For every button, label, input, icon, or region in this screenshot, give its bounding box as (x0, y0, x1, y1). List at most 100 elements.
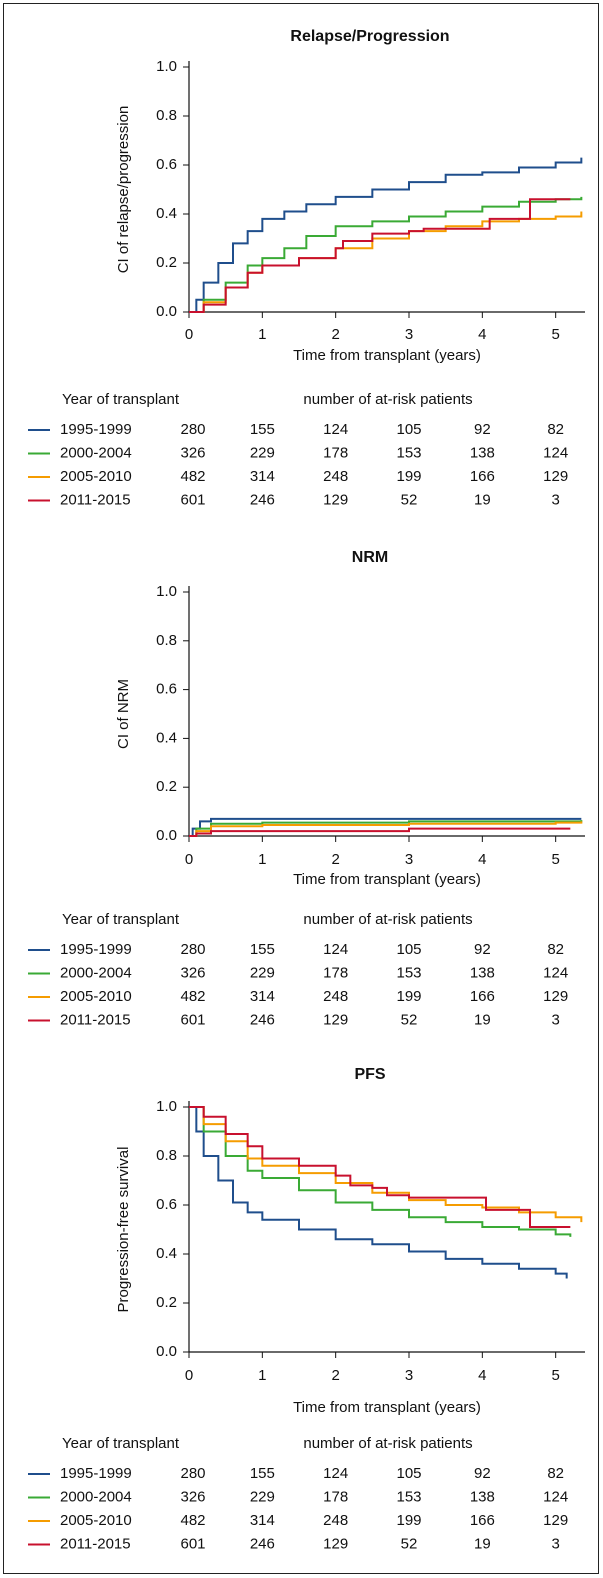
at-risk-count: 124 (543, 964, 568, 981)
at-risk-count: 92 (474, 421, 491, 438)
at-risk-count: 280 (180, 421, 205, 438)
x-tick-label: 3 (405, 326, 413, 343)
at-risk-count: 153 (396, 1488, 421, 1505)
at-risk-count: 52 (401, 1011, 418, 1028)
at-risk-count: 82 (547, 421, 564, 438)
y-tick-label: 1.0 (156, 583, 177, 600)
x-tick-label: 5 (551, 326, 559, 343)
at-risk-count: 105 (396, 421, 421, 438)
at-risk-count: 19 (474, 491, 491, 508)
y-tick-label: 0.8 (156, 632, 177, 649)
chart-title: PFS (354, 1066, 385, 1083)
at-risk-count: 314 (250, 468, 275, 485)
x-axis-label: Time from transplant (years) (293, 1399, 481, 1416)
risk-table-label: Year of transplant (62, 391, 180, 408)
at-risk-count: 153 (396, 444, 421, 461)
at-risk-count: 19 (474, 1011, 491, 1028)
at-risk-count: 155 (250, 941, 275, 958)
x-axis-label: Time from transplant (years) (293, 871, 481, 888)
legend-label: 2005-2010 (60, 468, 132, 485)
risk-table-title: number of at-risk patients (303, 911, 472, 928)
at-risk-count: 82 (547, 1465, 564, 1482)
at-risk-count: 3 (551, 1011, 559, 1028)
y-tick-label: 0.8 (156, 1147, 177, 1164)
at-risk-count: 326 (180, 444, 205, 461)
at-risk-count: 52 (401, 1535, 418, 1552)
at-risk-count: 92 (474, 1465, 491, 1482)
x-tick-label: 0 (185, 851, 193, 868)
legend-label: 2011-2015 (60, 491, 131, 508)
at-risk-count: 124 (543, 1488, 568, 1505)
at-risk-count: 482 (180, 468, 205, 485)
risk-table-title: number of at-risk patients (303, 1435, 472, 1452)
at-risk-count: 246 (250, 1535, 275, 1552)
at-risk-count: 246 (250, 491, 275, 508)
curve (189, 198, 571, 313)
risk-table-label: Year of transplant (62, 911, 180, 928)
x-tick-label: 2 (331, 1367, 339, 1384)
at-risk-count: 229 (250, 964, 275, 981)
at-risk-count: 229 (250, 1488, 275, 1505)
at-risk-count: 166 (470, 988, 495, 1005)
at-risk-count: 105 (396, 1465, 421, 1482)
at-risk-count: 482 (180, 988, 205, 1005)
x-tick-label: 4 (478, 1367, 486, 1384)
at-risk-count: 246 (250, 1011, 275, 1028)
at-risk-count: 124 (323, 941, 348, 958)
at-risk-count: 129 (323, 491, 348, 508)
curve (189, 211, 583, 313)
at-risk-count: 155 (250, 1465, 275, 1482)
x-tick-label: 0 (185, 326, 193, 343)
x-tick-label: 5 (551, 1367, 559, 1384)
at-risk-count: 178 (323, 1488, 348, 1505)
chart-title: Relapse/Progression (290, 28, 449, 45)
at-risk-count: 3 (551, 491, 559, 508)
at-risk-count: 229 (250, 444, 275, 461)
curve (189, 817, 582, 837)
y-axis-label: CI of relapse/progression (115, 106, 132, 274)
at-risk-count: 129 (543, 1512, 568, 1529)
y-tick-label: 0.2 (156, 778, 177, 795)
x-tick-label: 4 (478, 851, 486, 868)
curve (189, 196, 583, 313)
y-tick-label: 0.8 (156, 107, 177, 124)
legend-label: 2011-2015 (60, 1011, 131, 1028)
at-risk-count: 280 (180, 941, 205, 958)
x-tick-label: 2 (331, 326, 339, 343)
chart-title: NRM (352, 549, 388, 566)
at-risk-count: 52 (401, 491, 418, 508)
y-tick-label: 1.0 (156, 1098, 177, 1115)
at-risk-count: 129 (323, 1011, 348, 1028)
at-risk-count: 166 (470, 1512, 495, 1529)
at-risk-count: 19 (474, 1535, 491, 1552)
risk-table-title: number of at-risk patients (303, 391, 472, 408)
at-risk-count: 280 (180, 1465, 205, 1482)
at-risk-count: 166 (470, 468, 495, 485)
at-risk-count: 199 (396, 468, 421, 485)
x-tick-label: 4 (478, 326, 486, 343)
y-tick-label: 1.0 (156, 58, 177, 75)
y-tick-label: 0.4 (156, 1245, 177, 1262)
at-risk-count: 248 (323, 988, 348, 1005)
curve (189, 1106, 568, 1279)
y-tick-label: 0.0 (156, 303, 177, 320)
at-risk-count: 482 (180, 1512, 205, 1529)
x-tick-label: 1 (258, 326, 266, 343)
at-risk-count: 178 (323, 964, 348, 981)
x-tick-label: 2 (331, 851, 339, 868)
at-risk-count: 138 (470, 1488, 495, 1505)
x-tick-label: 0 (185, 1367, 193, 1384)
frame (3, 3, 599, 1574)
y-tick-label: 0.2 (156, 1294, 177, 1311)
y-tick-label: 0.0 (156, 1343, 177, 1360)
x-tick-label: 1 (258, 851, 266, 868)
at-risk-count: 248 (323, 1512, 348, 1529)
y-tick-label: 0.4 (156, 205, 177, 222)
at-risk-count: 129 (543, 988, 568, 1005)
risk-table-label: Year of transplant (62, 1435, 180, 1452)
legend-label: 2011-2015 (60, 1535, 131, 1552)
y-tick-label: 0.0 (156, 827, 177, 844)
y-axis-label: Progression-free survival (115, 1147, 132, 1313)
legend-label: 1995-1999 (60, 941, 132, 958)
at-risk-count: 124 (323, 1465, 348, 1482)
